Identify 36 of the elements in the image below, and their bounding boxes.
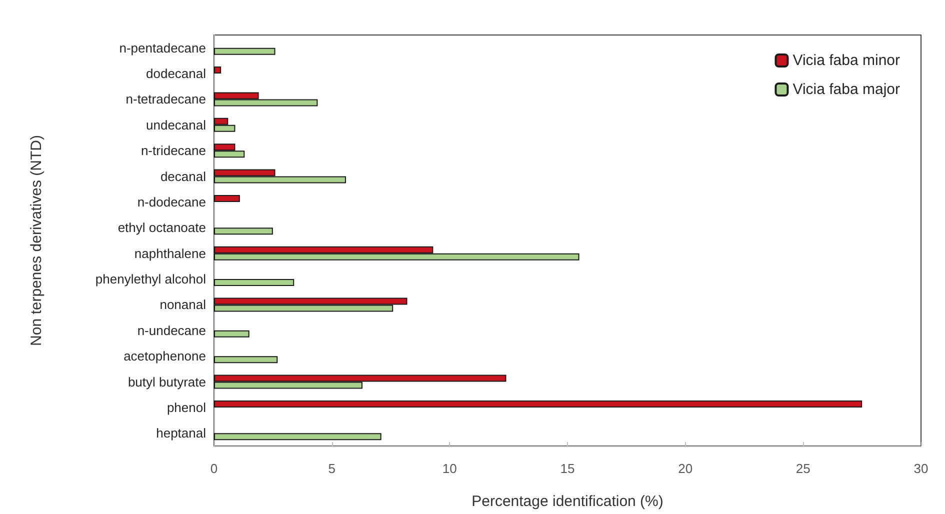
y-tick-label: butyl butyrate xyxy=(128,374,206,390)
x-tick-label: 10 xyxy=(442,461,457,476)
y-tick-label: phenylethyl alcohol xyxy=(95,272,206,287)
x-tick-label: 5 xyxy=(328,461,336,476)
bar xyxy=(214,228,273,235)
bar xyxy=(214,194,240,202)
y-tick-label: acetophenone xyxy=(124,348,206,364)
bar xyxy=(214,400,862,408)
y-tick-label: n-tetradecane xyxy=(126,92,206,107)
y-tick-label: nonanal xyxy=(160,297,206,312)
x-tick-label: 20 xyxy=(678,461,693,476)
bar xyxy=(214,330,250,338)
y-tick-label: undecanal xyxy=(146,117,206,132)
x-tick-label: 25 xyxy=(796,461,810,476)
y-tick-label: n-dodecane xyxy=(137,194,206,210)
bar xyxy=(214,48,276,55)
y-tick-label: heptanal xyxy=(156,426,206,441)
y-tick-label: n-tridecane xyxy=(140,143,206,158)
legend-label: Vicia faba major xyxy=(792,81,900,98)
y-tick-label: n-pentadecane xyxy=(119,40,206,56)
y-tick-label: n-undecane xyxy=(137,322,206,338)
x-tick-label: 30 xyxy=(914,461,928,476)
y-axis-title: Non terpenes derivatives (NTD) xyxy=(28,135,45,346)
bar xyxy=(214,279,294,286)
legend-label: Vicia faba minor xyxy=(792,52,900,69)
bar xyxy=(214,356,278,364)
bar xyxy=(214,66,222,74)
y-tick-label: ethyl octanoate xyxy=(118,220,206,236)
bar xyxy=(214,433,382,440)
y-tick-label: decanal xyxy=(160,168,206,184)
y-tick-label: naphthalene xyxy=(134,246,206,261)
x-tick-label: 15 xyxy=(560,461,575,476)
y-tick-label: dodecanal xyxy=(146,66,206,82)
x-axis-title: Percentage identification (%) xyxy=(472,493,664,510)
y-tick-label: phenol xyxy=(166,400,206,415)
x-tick-label: 0 xyxy=(210,461,218,476)
